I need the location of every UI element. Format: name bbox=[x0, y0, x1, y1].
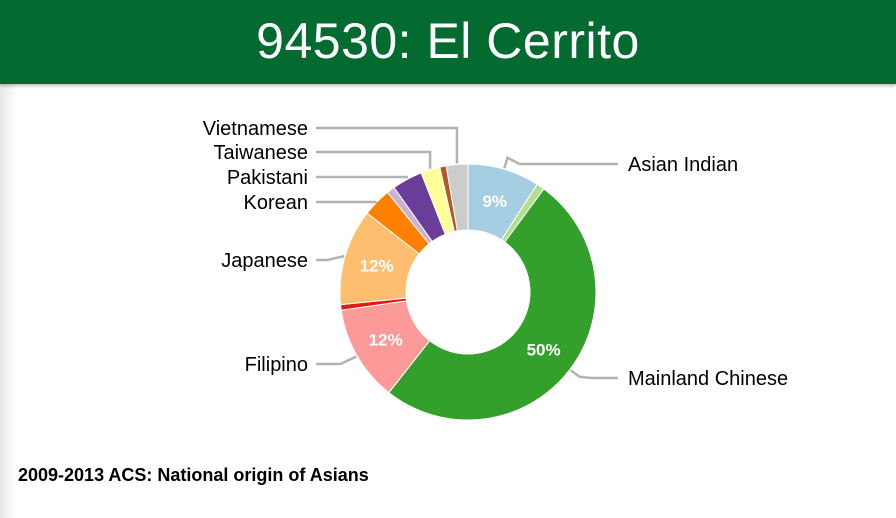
label-filipino: Filipino bbox=[245, 354, 308, 376]
header-bar: 94530: El Cerrito bbox=[0, 0, 896, 84]
slice-vietnamese bbox=[445, 163, 469, 232]
leader-line-mainland-chinese bbox=[569, 369, 618, 380]
chart-caption: 2009-2013 ACS: National origin of Asians bbox=[18, 465, 369, 485]
slice-percent-japanese: 12% bbox=[360, 257, 394, 276]
label-korean: Korean bbox=[244, 192, 309, 214]
label-japanese: Japanese bbox=[221, 250, 308, 272]
leader-line-taiwanese bbox=[316, 150, 432, 169]
leader-line-pakistani bbox=[316, 175, 408, 179]
slice-percent-asian-indian: 9% bbox=[482, 192, 507, 211]
slice-percent-mainland-chinese: 50% bbox=[527, 341, 561, 360]
slice-mainland-chinese bbox=[388, 188, 597, 421]
left-edge-shade bbox=[0, 84, 16, 518]
leader-line-filipino bbox=[316, 355, 357, 366]
label-pakistani: Pakistani bbox=[227, 167, 308, 189]
label-asian-indian: Asian Indian bbox=[628, 154, 738, 176]
leader-line-asian-indian bbox=[503, 155, 618, 169]
leader-line-vietnamese bbox=[316, 126, 459, 164]
label-taiwanese: Taiwanese bbox=[213, 142, 308, 164]
slice-percent-filipino: 12% bbox=[369, 331, 403, 350]
label-vietnamese: Vietnamese bbox=[203, 118, 308, 140]
label-mainland-chinese: Mainland Chinese bbox=[628, 368, 788, 390]
leader-line-japanese bbox=[316, 254, 345, 262]
page-title: 94530: El Cerrito bbox=[256, 13, 640, 69]
